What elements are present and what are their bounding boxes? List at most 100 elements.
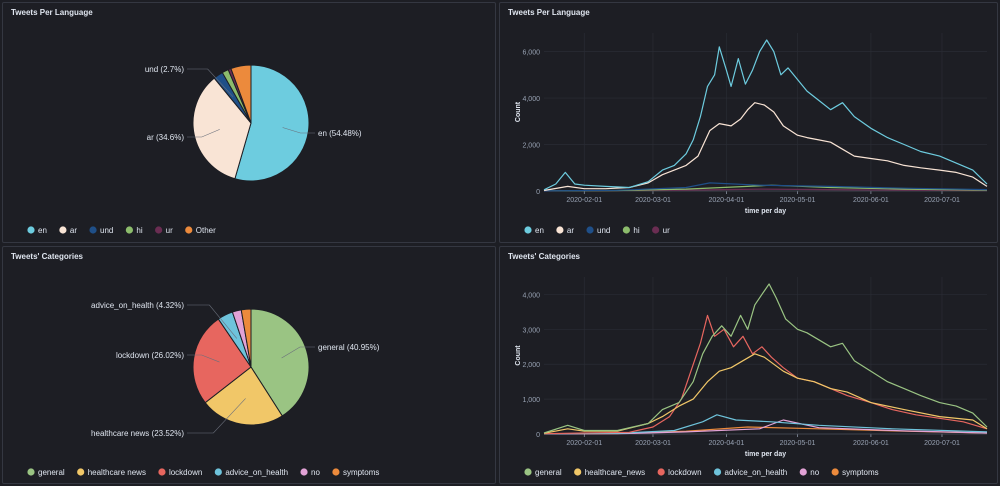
legend-swatch-hi xyxy=(125,226,133,234)
y-tick-label: 4,000 xyxy=(522,96,540,103)
pie-label-healthcare-news: healthcare news (23.52%) xyxy=(91,429,184,438)
legend-swatch-en xyxy=(27,226,35,234)
y-tick-label: 0 xyxy=(536,189,540,196)
panel-title: Tweets Per Language xyxy=(508,8,590,17)
label-leader-line xyxy=(187,68,234,97)
legend-swatch-healthcare-news xyxy=(77,468,85,476)
legend-swatch-no xyxy=(300,468,308,476)
legend-label-no: no xyxy=(311,468,320,477)
panel-cat-pie: Tweets' Categories general (40.95%) healt… xyxy=(2,246,496,484)
y-tick-label: 1,000 xyxy=(522,397,540,404)
y-tick-label: 3,000 xyxy=(522,327,540,334)
legend-label-symptoms: symptoms xyxy=(343,468,379,477)
pie-slice-other xyxy=(230,64,252,124)
legend-swatch-en xyxy=(524,226,532,234)
x-tick-label: 2020-02-01 xyxy=(566,197,602,204)
legend-swatch-general xyxy=(524,468,532,476)
x-tick-label: 2020-07-01 xyxy=(924,440,960,447)
legend-label-other: Other xyxy=(196,226,216,235)
series-line-lockdown xyxy=(543,314,988,435)
label-leader-line xyxy=(187,354,220,363)
legend-label-advice-on-health: advice_on_health xyxy=(725,468,788,477)
legend-swatch-symptoms xyxy=(831,468,839,476)
y-tick-label: 4,000 xyxy=(522,292,540,299)
x-tick-label: 2020-06-01 xyxy=(853,440,889,447)
legend-swatch-lockdown xyxy=(657,468,665,476)
series-line-no xyxy=(543,419,988,435)
series-line-general xyxy=(543,283,988,434)
pie-slice-symptoms xyxy=(240,308,252,368)
legend-swatch-other xyxy=(185,226,193,234)
legend-label-healthcare-news: healthcare news xyxy=(88,468,146,477)
categories-pie-chart: general (40.95%) healthcare news (23.52%)… xyxy=(27,301,380,477)
legend-label-no: no xyxy=(810,468,819,477)
lang-pie-chart: en (54.48%) ar (34.6%) und (2.7%) en ar und hi… xyxy=(27,64,362,235)
label-leader-line xyxy=(187,129,220,138)
pie-slice-ar xyxy=(192,77,252,180)
x-tick-label: 2020-06-01 xyxy=(853,197,889,204)
label-leader-line xyxy=(281,346,315,359)
legend-swatch-ar xyxy=(59,226,67,234)
panel-title: Tweets' Categories xyxy=(508,252,580,261)
pie-label-advice-on-health: advice_on_health (4.32%) xyxy=(91,301,184,310)
pie-label-ar: ar (34.6%) xyxy=(147,133,185,142)
y-tick-label: 6,000 xyxy=(522,50,540,57)
legend-swatch-und xyxy=(586,226,594,234)
pie-slice-lockdown xyxy=(192,318,252,404)
x-tick-label: 2020-04-01 xyxy=(709,197,745,204)
legend-swatch-no xyxy=(799,468,807,476)
x-tick-label: 2020-07-01 xyxy=(924,197,960,204)
y-tick-label: 2,000 xyxy=(522,143,540,150)
series-line-und xyxy=(543,182,988,192)
legend-label-ar: ar xyxy=(70,226,77,235)
legend-label-healthcare-news: healthcare_news xyxy=(585,468,645,477)
x-tick-label: 2020-05-01 xyxy=(780,440,816,447)
legend-label-general: general xyxy=(38,468,65,477)
pie-label-lockdown: lockdown (26.02%) xyxy=(116,351,184,360)
series-line-advice-on-health xyxy=(543,414,988,435)
x-tick-label: 2020-04-01 xyxy=(709,440,745,447)
series-line-ur xyxy=(543,188,988,192)
pie-label-und: und (2.7%) xyxy=(145,65,184,74)
legend-label-en: en xyxy=(38,226,47,235)
legend-swatch-ur xyxy=(652,226,660,234)
pie-slice-en xyxy=(234,64,310,182)
pie-slice-healthcare-news xyxy=(204,366,283,426)
panel-lang-pie: Tweets Per Language en (54.48%) ar (34.6%… xyxy=(2,2,496,243)
panel-cat-line: Tweets' Categories 0 1,000 2,000 3,000 4,000… xyxy=(499,246,998,484)
legend-swatch-healthcare-news xyxy=(574,468,582,476)
legend-label-lockdown: lockdown xyxy=(169,468,202,477)
pie-label-general: general (40.95%) xyxy=(318,343,380,352)
label-leader-line xyxy=(282,127,315,134)
panel-lang-line: Tweets Per Language 0 2,000 4,000 6,000 2020… xyxy=(499,2,998,243)
legend-swatch-und xyxy=(89,226,97,234)
legend-label-und: und xyxy=(597,226,610,235)
pie-label-en: en (54.48%) xyxy=(318,129,362,138)
x-tick-label: 2020-05-01 xyxy=(780,197,816,204)
label-leader-line xyxy=(187,304,238,339)
legend-label-ur: ur xyxy=(166,226,173,235)
legend-label-symptoms: symptoms xyxy=(842,468,878,477)
legend-label-hi: hi xyxy=(633,226,639,235)
legend-label-en: en xyxy=(535,226,544,235)
legend-swatch-ar xyxy=(556,226,564,234)
panel-title: Tweets Per Language xyxy=(11,8,93,17)
legend-label-ar: ar xyxy=(567,226,574,235)
legend-swatch-symptoms xyxy=(332,468,340,476)
categories-line-chart: 0 1,000 2,000 3,000 4,000 2020-02-01 2020-03-0… xyxy=(515,277,988,477)
legend-swatch-ur xyxy=(155,226,163,234)
legend-label-lockdown: lockdown xyxy=(668,468,701,477)
legend-label-advice-on-health: advice_on_health xyxy=(225,468,288,477)
panel-title: Tweets' Categories xyxy=(11,252,83,261)
legend-label-general: general xyxy=(535,468,562,477)
y-tick-label: 0 xyxy=(536,432,540,439)
legend-label-ur: ur xyxy=(663,226,670,235)
legend-swatch-lockdown xyxy=(158,468,166,476)
x-tick-label: 2020-03-01 xyxy=(635,440,671,447)
y-axis-label: Count xyxy=(515,101,522,122)
legend-swatch-advice-on-health xyxy=(713,468,722,476)
x-axis-label: time per day xyxy=(745,451,786,458)
x-tick-label: 2020-02-01 xyxy=(566,440,602,447)
legend-swatch-general xyxy=(27,468,35,476)
series-line-en xyxy=(543,39,988,191)
